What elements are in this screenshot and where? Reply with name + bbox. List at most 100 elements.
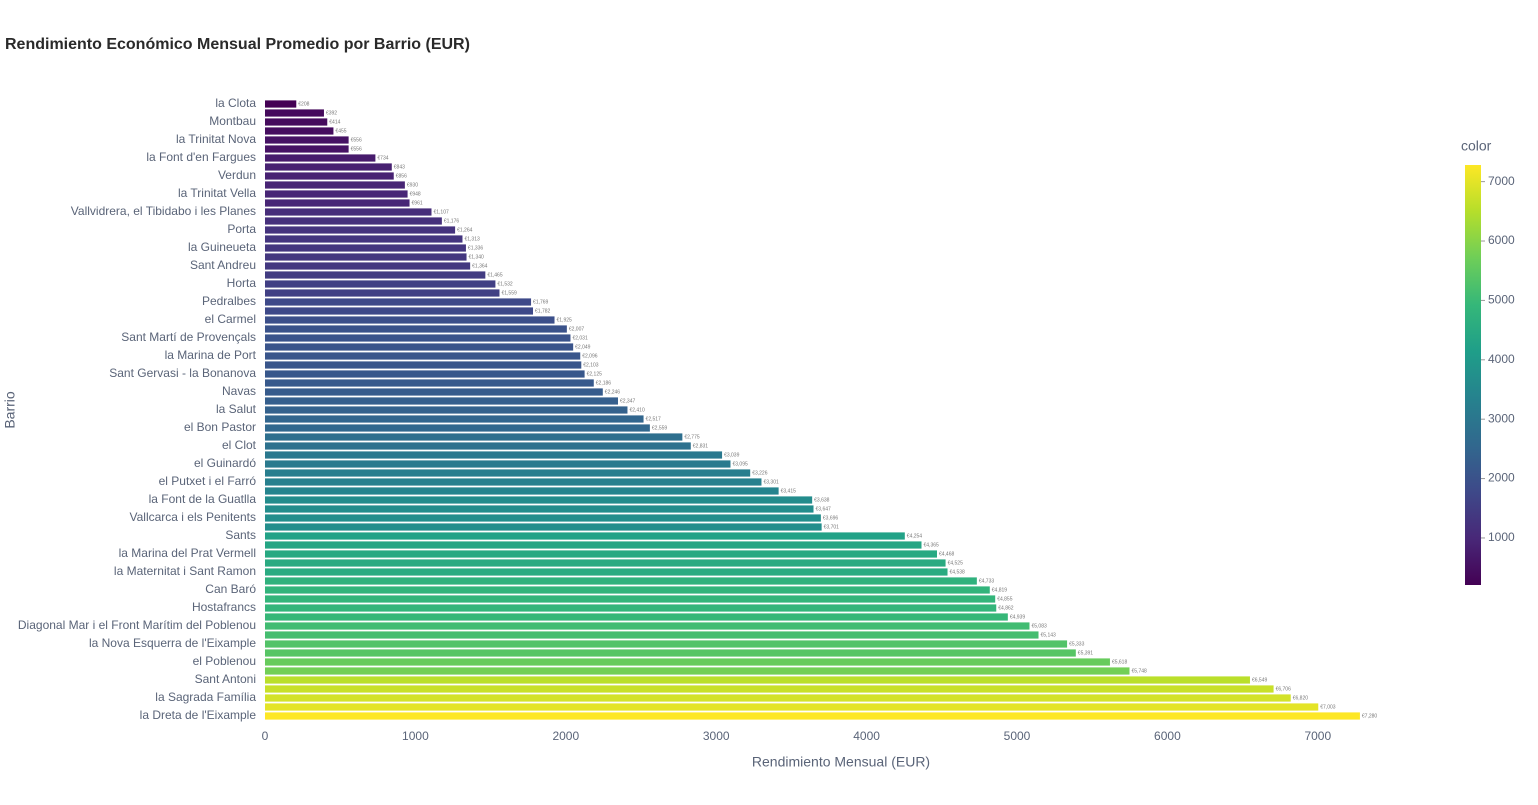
bar bbox=[265, 217, 442, 225]
bar bbox=[265, 208, 432, 216]
value-label: €4,538 bbox=[950, 569, 966, 575]
value-label: €4,365 bbox=[924, 542, 940, 548]
bar bbox=[265, 586, 990, 594]
bar bbox=[265, 388, 603, 396]
bar bbox=[265, 172, 394, 180]
bar bbox=[265, 118, 328, 126]
bar bbox=[265, 244, 466, 252]
x-tick-label: 6000 bbox=[1154, 729, 1181, 743]
y-tick-label: Vallcarca i els Penitents bbox=[129, 510, 256, 524]
y-tick-label: la Maternitat i Sant Ramon bbox=[114, 564, 256, 578]
bar bbox=[265, 613, 1008, 621]
bar bbox=[265, 271, 486, 279]
bar bbox=[265, 253, 467, 261]
y-tick-label: el Guinardó bbox=[194, 456, 256, 470]
bar bbox=[265, 415, 644, 423]
value-label: €2,410 bbox=[629, 407, 645, 413]
x-tick-label: 4000 bbox=[853, 729, 880, 743]
bar bbox=[265, 316, 555, 324]
bar bbox=[265, 100, 297, 108]
value-label: €2,246 bbox=[605, 389, 621, 395]
value-label: €5,143 bbox=[1041, 632, 1057, 638]
value-label: €1,782 bbox=[535, 308, 551, 314]
y-tick-label: la Dreta de l'Eixample bbox=[140, 708, 257, 722]
bar bbox=[265, 442, 691, 450]
bar bbox=[265, 235, 463, 243]
value-label: €1,559 bbox=[501, 290, 517, 296]
y-tick-label: el Putxet i el Farró bbox=[159, 474, 257, 488]
value-label: €556 bbox=[351, 146, 362, 152]
value-label: €1,313 bbox=[464, 236, 480, 242]
bar bbox=[265, 370, 585, 378]
y-tick-label: la Clota bbox=[215, 96, 256, 110]
bar bbox=[265, 298, 532, 306]
bar bbox=[265, 280, 496, 288]
bar bbox=[265, 712, 1360, 720]
colorbar-tick-label: 2000 bbox=[1488, 471, 1515, 485]
value-label: €1,336 bbox=[468, 245, 484, 251]
y-tick-label: la Salut bbox=[216, 402, 257, 416]
bar bbox=[265, 433, 683, 441]
bar bbox=[265, 199, 410, 207]
bar bbox=[265, 361, 582, 369]
bar bbox=[265, 127, 334, 135]
bar bbox=[265, 514, 821, 522]
colorbar-tick-label: 3000 bbox=[1488, 411, 1515, 425]
bar bbox=[265, 190, 408, 198]
bar bbox=[265, 550, 937, 558]
bar bbox=[265, 694, 1291, 702]
bar bbox=[265, 604, 997, 612]
y-tick-label: Vallvidrera, el Tibidabo i les Planes bbox=[71, 204, 256, 218]
colorbar bbox=[1465, 165, 1481, 585]
bar bbox=[265, 181, 405, 189]
y-tick-label: la Marina de Port bbox=[165, 348, 257, 362]
value-label: €4,254 bbox=[907, 533, 923, 539]
y-tick-label: Sant Gervasi - la Bonanova bbox=[109, 366, 256, 380]
value-label: €2,347 bbox=[620, 398, 636, 404]
value-label: €3,696 bbox=[823, 515, 839, 521]
bar bbox=[265, 568, 948, 576]
value-label: €1,364 bbox=[472, 263, 488, 269]
bar bbox=[265, 541, 922, 549]
value-label: €4,819 bbox=[992, 587, 1008, 593]
value-label: €1,176 bbox=[444, 218, 460, 224]
value-label: €2,103 bbox=[583, 362, 599, 368]
value-label: €208 bbox=[298, 101, 309, 107]
bar bbox=[265, 649, 1076, 657]
x-tick-label: 1000 bbox=[402, 729, 429, 743]
y-tick-label: Montbau bbox=[209, 114, 256, 128]
y-tick-label: el Clot bbox=[222, 438, 257, 452]
value-label: €7,280 bbox=[1362, 713, 1378, 719]
y-tick-label: la Marina del Prat Vermell bbox=[119, 546, 256, 560]
value-label: €1,465 bbox=[487, 272, 503, 278]
value-label: €2,775 bbox=[684, 434, 700, 440]
y-tick-label: Verdun bbox=[218, 168, 256, 182]
y-tick-label: la Guineueta bbox=[188, 240, 256, 254]
value-label: €5,083 bbox=[1031, 623, 1047, 629]
value-label: €5,333 bbox=[1069, 641, 1085, 647]
bar bbox=[265, 325, 567, 333]
x-axis-title: Rendimiento Mensual (EUR) bbox=[752, 754, 930, 770]
value-label: €1,264 bbox=[457, 227, 473, 233]
y-tick-label: el Bon Pastor bbox=[184, 420, 256, 434]
x-tick-label: 5000 bbox=[1004, 729, 1031, 743]
bar bbox=[265, 460, 731, 468]
value-label: €5,391 bbox=[1078, 650, 1094, 656]
bar bbox=[265, 523, 822, 531]
value-label: €3,701 bbox=[824, 524, 840, 530]
value-label: €3,039 bbox=[724, 452, 740, 458]
bar bbox=[265, 478, 762, 486]
bar bbox=[265, 532, 905, 540]
value-label: €2,096 bbox=[582, 353, 598, 359]
value-label: €5,618 bbox=[1112, 659, 1128, 665]
bar bbox=[265, 658, 1110, 666]
bar bbox=[265, 379, 594, 387]
bar bbox=[265, 262, 471, 270]
x-tick-label: 0 bbox=[262, 729, 269, 743]
value-label: €4,855 bbox=[997, 596, 1013, 602]
bar bbox=[265, 109, 324, 117]
value-label: €6,820 bbox=[1293, 695, 1309, 701]
value-label: €856 bbox=[396, 173, 407, 179]
bar bbox=[265, 577, 977, 585]
